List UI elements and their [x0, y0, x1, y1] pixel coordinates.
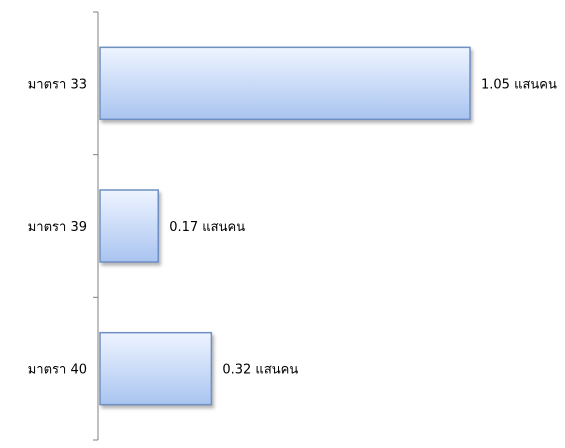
bars [99, 46, 471, 406]
category-tick-label: มาตรา 33 [28, 77, 87, 92]
y-axis [93, 11, 99, 441]
data-label: 0.32 แสนคน [222, 363, 298, 378]
bar [99, 331, 213, 406]
category-tick-label: มาตรา 40 [28, 363, 87, 378]
category-tick-label: มาตรา 39 [28, 220, 87, 235]
bar [99, 46, 471, 121]
data-label: 1.05 แสนคน [481, 77, 557, 92]
data-label: 0.17 แสนคน [169, 220, 245, 235]
bar [99, 189, 159, 263]
